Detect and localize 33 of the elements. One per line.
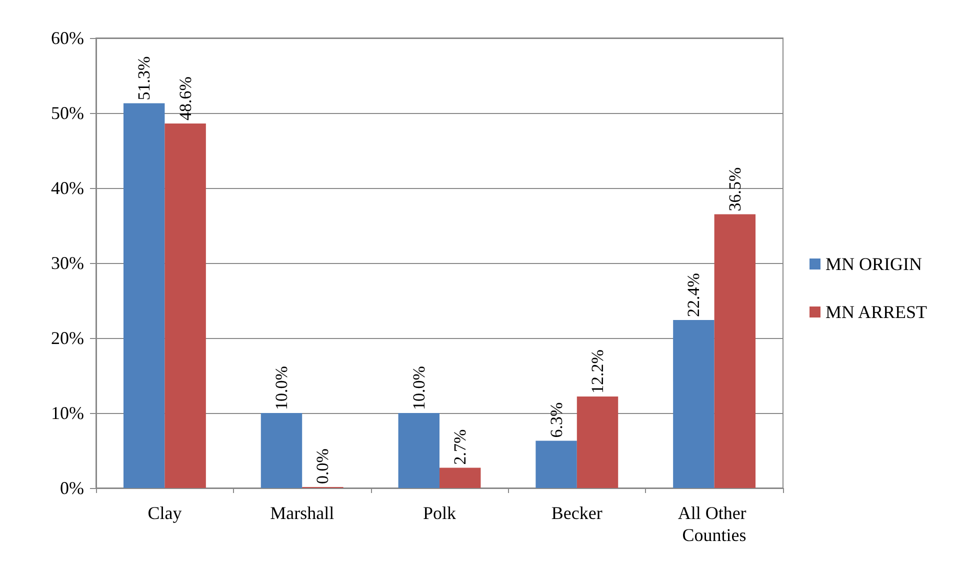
- data-label: 51.3%: [134, 56, 154, 100]
- bar: [714, 214, 756, 488]
- data-label: 22.4%: [684, 273, 704, 317]
- data-label: 0.0%: [313, 448, 332, 484]
- x-tick-label: Marshall: [270, 503, 334, 523]
- y-tick-label: 50%: [51, 103, 84, 123]
- bar: [123, 103, 165, 488]
- data-label: 2.7%: [450, 429, 470, 465]
- legend-label: MN ORIGIN: [825, 254, 922, 274]
- y-tick-label: 0%: [60, 478, 84, 498]
- y-tick-label: 20%: [51, 328, 84, 348]
- bar: [576, 396, 618, 488]
- y-tick-label: 30%: [51, 253, 84, 273]
- x-tick-label: Polk: [422, 503, 456, 523]
- y-tick-label: 60%: [51, 28, 84, 48]
- legend-label: MN ARREST: [825, 302, 928, 322]
- bar: [164, 124, 206, 488]
- x-tick-label: Clay: [148, 503, 182, 523]
- bar: [536, 440, 577, 488]
- bar: [398, 413, 440, 488]
- y-tick-label: 40%: [51, 178, 84, 198]
- data-label: 48.6%: [176, 76, 195, 120]
- data-label: 36.5%: [725, 167, 744, 212]
- bar: [440, 468, 481, 488]
- bar: [260, 413, 302, 488]
- x-tick-label: All Other Counties: [678, 503, 751, 545]
- data-label: 10.0%: [409, 366, 428, 410]
- bar: [673, 320, 714, 488]
- y-tick-label: 10%: [51, 403, 84, 423]
- data-label: 10.0%: [272, 366, 291, 410]
- data-label: 12.2%: [588, 350, 608, 394]
- data-label: 6.3%: [546, 402, 566, 438]
- x-tick-label: Becker: [551, 503, 602, 523]
